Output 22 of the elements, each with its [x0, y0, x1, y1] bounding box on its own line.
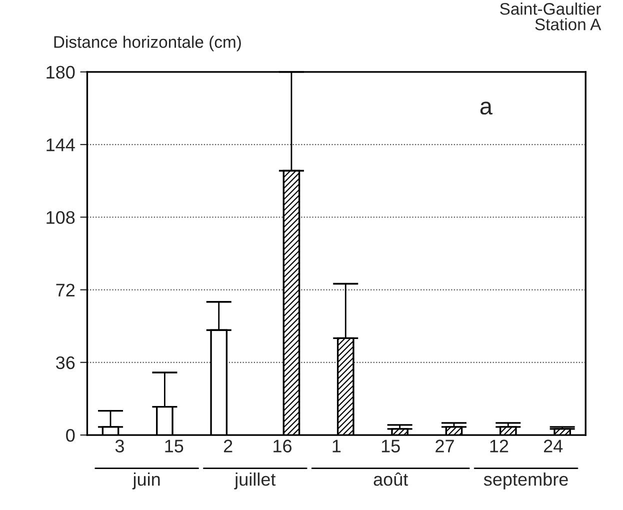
x-tick-label: 27 [436, 440, 454, 452]
x-tick-label: 3 [115, 440, 124, 452]
text: juin [132, 472, 160, 490]
text: août [374, 472, 408, 486]
y-tick-label: 0 [66, 428, 75, 442]
y-tick-label: 144 [46, 138, 75, 152]
x-tick-label: 1 [332, 440, 341, 452]
y-tick-label: 180 [46, 66, 75, 79]
text: septembre [484, 472, 568, 490]
x-tick-label: 15 [165, 440, 184, 452]
x-tick-label: 15 [382, 440, 400, 452]
x-tick-label: 16 [274, 440, 292, 452]
x-tick-label: 24 [544, 440, 563, 452]
x-tick-label: 2 [224, 440, 232, 452]
text: juillet [234, 472, 276, 490]
y-tick-label: 36 [56, 356, 75, 370]
y-tick-label: 108 [46, 211, 75, 224]
y-axis-title: Distance horizontale (cm) [54, 36, 241, 52]
chart-title: Saint-Gaultier Station A [500, 2, 602, 30]
y-tick-label: 72 [56, 284, 75, 296]
annotation: a [480, 102, 493, 115]
x-tick-label: 12 [490, 440, 508, 452]
